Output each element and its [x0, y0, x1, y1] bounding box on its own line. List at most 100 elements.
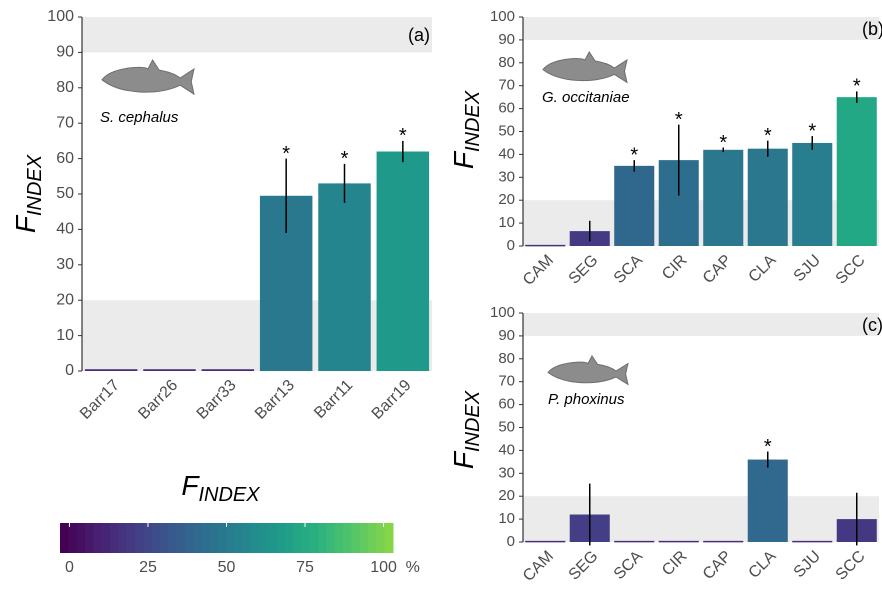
- y-tick-label: 80: [498, 54, 515, 71]
- fish-icon: [543, 52, 627, 82]
- x-tick-label: CLA: [746, 252, 780, 286]
- y-axis-label-sub: INDEX: [462, 390, 484, 452]
- bar: [525, 245, 565, 247]
- panel-label: (c): [862, 315, 882, 335]
- y-tick-label: 50: [498, 418, 515, 435]
- y-axis-label: FINDEX: [10, 154, 46, 233]
- colorbar-title-sub: INDEX: [198, 484, 260, 506]
- y-tick-label: 90: [498, 327, 515, 344]
- x-tick-label: SCC: [833, 252, 869, 288]
- colorbar-cell: [268, 523, 277, 553]
- colorbar-cell: [385, 523, 394, 553]
- y-tick-label: 0: [507, 237, 515, 254]
- reference-band: [523, 313, 879, 336]
- colorbar-tick-label: 100: [370, 559, 397, 576]
- significance-marker: *: [719, 132, 727, 154]
- significance-marker: *: [399, 125, 407, 147]
- bar: [202, 369, 255, 371]
- colorbar-cell: [93, 523, 102, 553]
- bar: [318, 183, 371, 371]
- y-tick-label: 70: [56, 114, 74, 131]
- x-tick-label: SCA: [611, 548, 647, 584]
- colorbar-cell: [318, 523, 327, 553]
- y-tick-label: 70: [498, 373, 515, 390]
- colorbar-cell: [160, 523, 169, 553]
- y-tick-label: 80: [498, 350, 515, 367]
- colorbar-cell: [177, 523, 186, 553]
- significance-marker: *: [764, 436, 772, 458]
- y-tick-label: 90: [498, 31, 515, 48]
- colorbar-cell: [326, 523, 335, 553]
- y-tick-label: 50: [56, 185, 74, 202]
- bar: [143, 369, 196, 371]
- significance-marker: *: [675, 109, 683, 131]
- colorbar-cell: [293, 523, 302, 553]
- colorbar-cell: [335, 523, 344, 553]
- figure: 0102030405060708090100Barr17Barr26Barr33…: [0, 0, 882, 600]
- y-tick-label: 80: [56, 79, 74, 96]
- significance-marker: *: [808, 120, 816, 142]
- significance-marker: *: [341, 148, 349, 170]
- bar: [377, 152, 430, 371]
- y-tick-label: 30: [498, 168, 515, 185]
- colorbar-cell: [351, 523, 360, 553]
- bar: [703, 541, 743, 543]
- colorbar-cell: [168, 523, 177, 553]
- colorbar-cell: [301, 523, 310, 553]
- colorbar-cell: [202, 523, 211, 553]
- bar: [659, 541, 699, 543]
- y-tick-label: 60: [498, 396, 515, 413]
- bar: [748, 149, 788, 246]
- colorbar-cell: [310, 523, 319, 553]
- y-tick-label: 60: [56, 150, 74, 167]
- y-axis-label: FINDEX: [448, 90, 484, 169]
- colorbar-cell: [185, 523, 194, 553]
- colorbar-cell: [127, 523, 136, 553]
- reference-band: [523, 17, 879, 40]
- bar: [792, 143, 832, 246]
- colorbar-cell: [135, 523, 144, 553]
- y-tick-label: 20: [56, 291, 74, 308]
- colorbar-tick-label: 0: [65, 559, 74, 576]
- species-label: P. phoxinus: [548, 391, 625, 408]
- y-tick-label: 100: [490, 8, 515, 25]
- significance-marker: *: [630, 144, 638, 166]
- colorbar-tick-label: 50: [218, 559, 236, 576]
- colorbar-cell: [276, 523, 285, 553]
- y-tick-label: 50: [498, 122, 515, 139]
- y-tick-label: 100: [490, 304, 515, 321]
- bar: [614, 541, 654, 543]
- colorbar-cell: [243, 523, 252, 553]
- colorbar-cell: [260, 523, 269, 553]
- colorbar-cell: [77, 523, 86, 553]
- colorbar-cell: [218, 523, 227, 553]
- x-tick-label: Barr19: [369, 377, 415, 423]
- fish-icon: [548, 356, 628, 385]
- y-tick-label: 20: [498, 487, 515, 504]
- significance-marker: *: [764, 125, 772, 147]
- y-tick-label: 40: [56, 221, 74, 238]
- x-tick-label: Barr13: [252, 377, 298, 423]
- bar: [525, 541, 565, 543]
- x-tick-label: CLA: [746, 548, 780, 582]
- y-tick-label: 30: [56, 256, 74, 273]
- y-tick-label: 60: [498, 100, 515, 117]
- reference-band: [82, 17, 432, 52]
- y-tick-label: 0: [507, 533, 515, 550]
- x-tick-label: CAP: [700, 548, 735, 583]
- colorbar-cell: [193, 523, 202, 553]
- significance-marker: *: [853, 76, 861, 98]
- colorbar-tick-label: 75: [296, 559, 314, 576]
- colorbar-cell: [68, 523, 77, 553]
- y-tick-label: 100: [47, 8, 74, 25]
- colorbar-cell: [118, 523, 127, 553]
- colorbar-cell: [110, 523, 119, 553]
- colorbar-cell: [85, 523, 94, 553]
- x-tick-label: CIR: [659, 252, 691, 284]
- significance-marker: *: [282, 143, 290, 165]
- y-tick-label: 10: [498, 214, 515, 231]
- x-tick-label: Barr26: [135, 377, 181, 423]
- colorbar-cell: [102, 523, 111, 553]
- x-tick-label: CIR: [659, 548, 691, 580]
- y-axis-label-sub: INDEX: [24, 154, 46, 216]
